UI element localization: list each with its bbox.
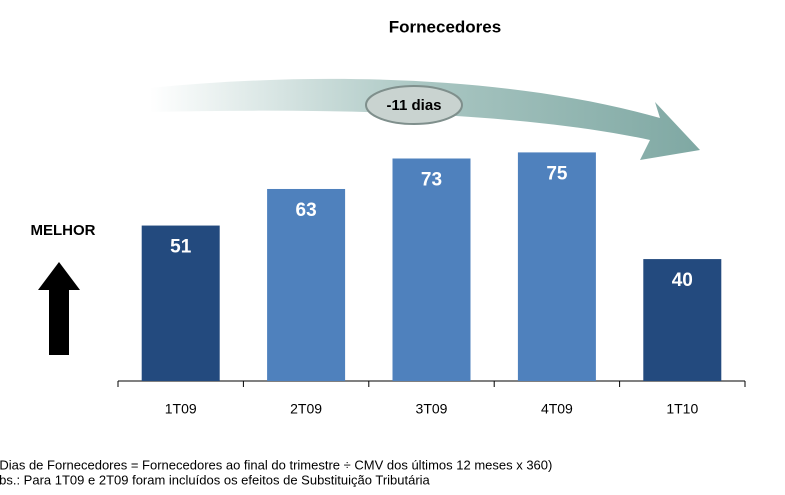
chart-title: Fornecedores (389, 17, 501, 36)
data-label: 40 (672, 270, 693, 291)
bar (643, 259, 722, 381)
data-label: 63 (296, 200, 317, 221)
x-tick-label: 1T10 (666, 401, 698, 417)
x-tick-label: 1T09 (165, 401, 197, 417)
data-label: 75 (546, 163, 568, 184)
bar (517, 152, 596, 381)
data-label: 51 (170, 237, 192, 258)
data-label: 73 (421, 170, 442, 191)
footnote: Obs.: Para 1T09 e 2T09 foram incluídos o… (0, 472, 431, 487)
trend-arrow (150, 78, 700, 160)
up-arrow (38, 262, 80, 355)
annotation: MELHOR (31, 222, 96, 239)
bar (141, 225, 220, 381)
annotation-bubble (365, 85, 463, 125)
x-tick-label: 4T09 (541, 401, 573, 417)
x-tick-label: 2T09 (290, 401, 322, 417)
bar (392, 158, 471, 381)
bar (267, 188, 346, 381)
footnote: (Dias de Fornecedores = Fornecedores ao … (0, 457, 552, 472)
annotation: -11 dias (386, 97, 441, 114)
x-tick-label: 3T09 (416, 401, 448, 417)
